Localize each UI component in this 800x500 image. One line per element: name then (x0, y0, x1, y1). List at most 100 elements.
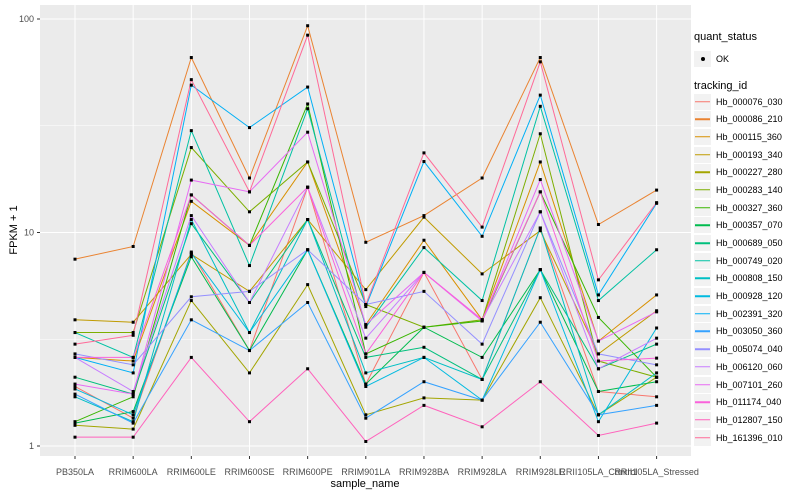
data-point (480, 225, 484, 229)
y-tick-label: 100 (19, 14, 34, 24)
data-point (480, 299, 484, 303)
data-point (247, 210, 251, 214)
data-point (189, 318, 193, 322)
data-point (596, 389, 600, 393)
data-point (131, 410, 135, 414)
legend-item-tracking-id: Hb_161396_010 (694, 429, 783, 447)
data-point (131, 331, 135, 335)
data-point (538, 104, 542, 108)
data-point (596, 315, 600, 319)
data-point (131, 421, 135, 425)
data-point (189, 214, 193, 218)
data-point (655, 371, 659, 375)
data-point (73, 392, 77, 396)
legend-key (694, 50, 711, 67)
data-point (596, 293, 600, 297)
data-point (655, 363, 659, 367)
data-point (596, 339, 600, 343)
x-tick-label: RRIM928BA (399, 467, 449, 477)
series-line-swatch (695, 348, 710, 350)
data-point (131, 389, 135, 393)
legend-item-tracking-id: Hb_000327_360 (694, 199, 783, 217)
legend-label: Hb_161396_010 (716, 432, 783, 443)
data-point (596, 413, 600, 417)
data-point (131, 244, 135, 248)
series-line-swatch (695, 401, 710, 403)
data-point (480, 176, 484, 180)
data-point (247, 371, 251, 375)
legend-label: Hb_005074_040 (716, 344, 783, 355)
data-point (73, 342, 77, 346)
data-point (73, 257, 77, 261)
data-point (364, 305, 368, 309)
data-point (73, 382, 77, 386)
data-point (596, 299, 600, 303)
data-point (189, 193, 193, 197)
legend-item-tracking-id: Hb_000749_020 (694, 252, 783, 270)
data-point (364, 384, 368, 388)
legend-item-tracking-id: Hb_000076_030 (694, 93, 783, 111)
data-point (247, 301, 251, 305)
data-point (247, 420, 251, 424)
data-point (655, 380, 659, 384)
legend-item-tracking-id: Hb_000808_150 (694, 270, 783, 288)
data-point (306, 130, 310, 134)
data-point (306, 283, 310, 287)
legend-key (694, 181, 711, 198)
data-point (189, 222, 193, 226)
data-point (655, 310, 659, 314)
data-point (422, 403, 426, 407)
data-point (306, 102, 310, 106)
data-point (538, 296, 542, 300)
legend-label: Hb_000808_150 (716, 273, 783, 284)
data-point (306, 248, 310, 252)
data-point (422, 345, 426, 349)
data-point (422, 270, 426, 274)
data-point (73, 387, 77, 391)
data-point (422, 246, 426, 250)
data-point (247, 349, 251, 353)
legend-item-quant-status: OK (694, 50, 783, 68)
data-point (306, 301, 310, 305)
data-point (131, 413, 135, 417)
series-line-swatch (695, 330, 710, 333)
data-point (596, 278, 600, 282)
data-point (655, 201, 659, 205)
data-point (538, 178, 542, 182)
data-point (596, 359, 600, 363)
y-tick-label: 10 (24, 228, 34, 238)
data-point (480, 355, 484, 359)
data-point (596, 420, 600, 424)
data-point (422, 396, 426, 400)
data-point (131, 359, 135, 363)
legend-label: Hb_000327_360 (716, 202, 783, 213)
legend-label: Hb_007101_260 (716, 379, 783, 390)
data-point (73, 352, 77, 356)
legend-item-tracking-id: Hb_007101_260 (694, 376, 783, 394)
data-point (189, 78, 193, 82)
data-point (364, 413, 368, 417)
data-point (364, 382, 368, 386)
data-point (422, 214, 426, 218)
legend-item-tracking-id: Hb_000115_360 (694, 128, 783, 146)
data-point (364, 303, 368, 307)
data-point (364, 371, 368, 375)
data-point (655, 403, 659, 407)
data-point (131, 427, 135, 431)
data-point (422, 289, 426, 293)
data-point (538, 229, 542, 233)
data-point (189, 56, 193, 60)
data-point (538, 268, 542, 272)
legend-key (694, 270, 711, 287)
legend-label: Hb_000749_020 (716, 255, 783, 266)
data-point (131, 363, 135, 367)
data-point (655, 342, 659, 346)
legend-item-tracking-id: Hb_000227_280 (694, 163, 783, 181)
data-point (73, 331, 77, 335)
legend-key (694, 235, 711, 252)
data-point (364, 416, 368, 420)
data-point (480, 342, 484, 346)
x-tick-label: RRIM600SE (224, 467, 274, 477)
data-point (131, 416, 135, 420)
